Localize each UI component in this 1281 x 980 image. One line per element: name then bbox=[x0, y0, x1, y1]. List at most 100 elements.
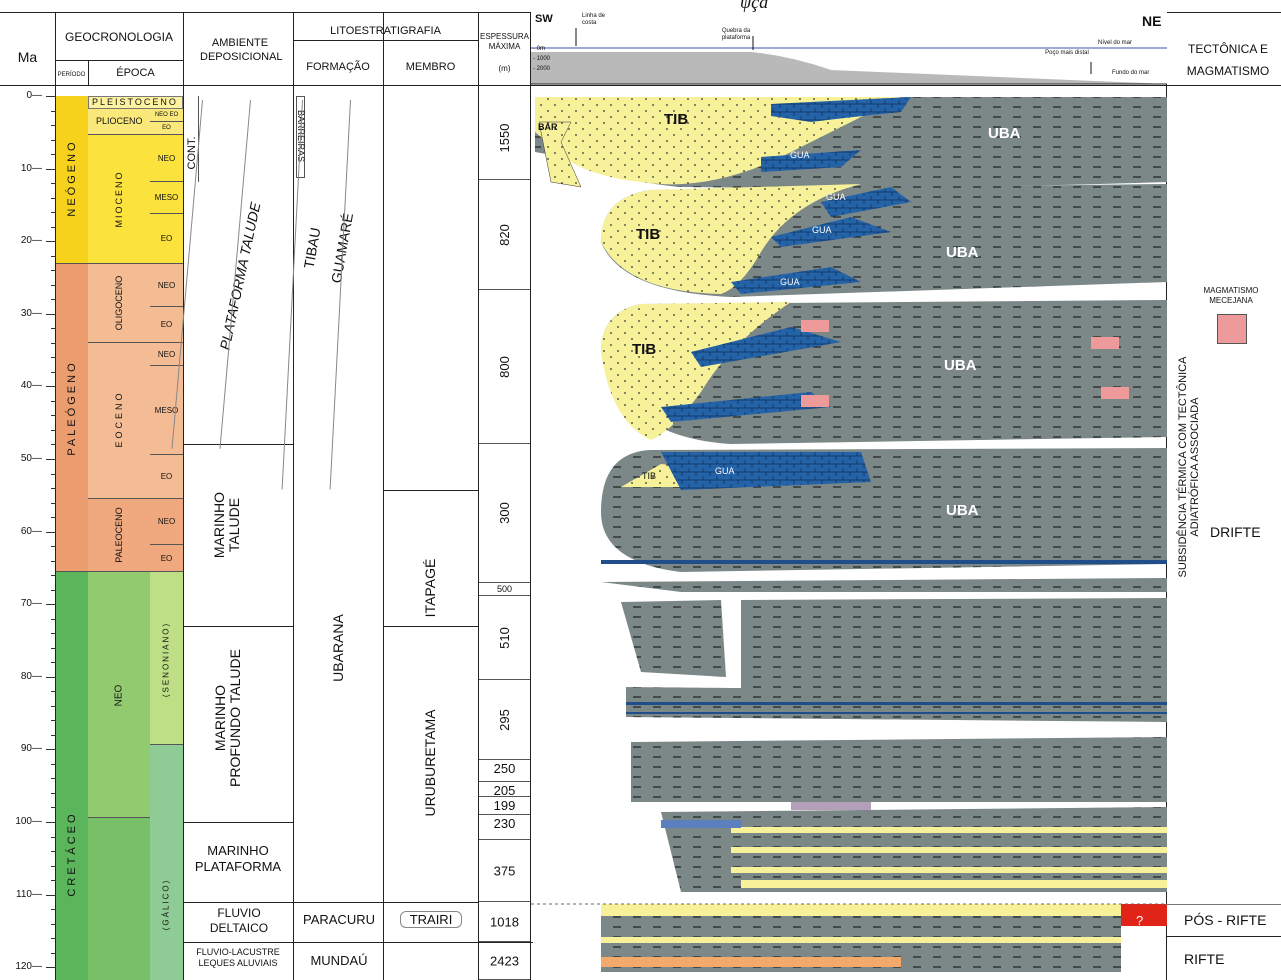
epoch-eo-cretaceo bbox=[88, 818, 150, 980]
sub-epoch-cell: EO bbox=[150, 545, 183, 572]
sub-epoch-cell: EO bbox=[150, 122, 183, 135]
formacao-ubarana: UBARANA bbox=[330, 614, 346, 682]
ma-minor-tick bbox=[51, 763, 56, 765]
tectonica-rifte: RIFTE bbox=[1184, 951, 1225, 967]
tectonica-subsidencia: SUBSIDÊNCIA TÉRMICA COM TECTÔNICA ADIATR… bbox=[1177, 356, 1201, 578]
section-quebra: Quebra da plataforma bbox=[721, 28, 751, 41]
header-tectonica: TECTÔNICA E MAGMATISMO bbox=[1186, 42, 1270, 78]
ma-minor-tick bbox=[51, 865, 56, 867]
label-gua-5: GUA bbox=[715, 466, 735, 476]
espessura-value: 510 bbox=[497, 626, 512, 649]
header-espessura: ESPESSURA MÁXIMA bbox=[480, 32, 529, 51]
espessura-cell: 500 bbox=[479, 583, 530, 596]
ma-minor-tick bbox=[51, 429, 56, 431]
section-depth-1000: - 1000 bbox=[533, 56, 551, 62]
label-tib-1: TIB bbox=[664, 111, 689, 128]
label-uba-2: UBA bbox=[946, 244, 979, 261]
unit-cretaceous bbox=[531, 578, 1167, 972]
espessura-cell: 1550 bbox=[479, 96, 530, 180]
ma-tick-label: 30— bbox=[20, 307, 42, 319]
ma-tick bbox=[46, 168, 56, 170]
ma-minor-tick bbox=[51, 473, 56, 475]
period-label-cretaceo: CRETÁCEO bbox=[66, 811, 78, 897]
label-tib-4: TIB bbox=[642, 471, 657, 481]
ma-minor-tick bbox=[51, 299, 56, 301]
ma-tick bbox=[46, 894, 56, 896]
section-sw: SW bbox=[535, 13, 553, 25]
ma-minor-tick bbox=[51, 909, 56, 911]
ma-minor-tick bbox=[51, 270, 56, 272]
section-poco: Poço mais distal bbox=[1045, 50, 1089, 56]
espessura-value: 295 bbox=[497, 708, 512, 731]
ma-tick-label: 70— bbox=[20, 598, 42, 610]
header-litoestratigrafia: LITOESTRATIGRAFIA bbox=[330, 25, 441, 37]
tectonica-drifte: DRIFTE bbox=[1210, 524, 1261, 540]
header-periodo: PERÍODO bbox=[57, 72, 86, 78]
section-fundo-mar: Fundo do mar bbox=[1112, 70, 1150, 76]
ma-tick bbox=[46, 96, 56, 97]
epoch-plioceno bbox=[88, 109, 150, 135]
ma-minor-tick bbox=[51, 154, 56, 156]
ma-tick-label: 120— bbox=[15, 961, 42, 973]
ma-minor-tick bbox=[51, 488, 56, 490]
ma-minor-tick bbox=[51, 792, 56, 794]
section-linha-costa: Linha de costa bbox=[582, 13, 606, 26]
ma-minor-tick bbox=[51, 560, 56, 562]
ma-minor-tick bbox=[51, 400, 56, 402]
period-label-neogeno: NEÓGENO bbox=[66, 139, 78, 217]
ma-tick bbox=[46, 531, 56, 533]
ma-minor-tick bbox=[51, 342, 56, 344]
ma-tick bbox=[46, 313, 56, 315]
ma-tick-label: 0— bbox=[26, 90, 42, 101]
espessura-cell: 295 bbox=[479, 680, 530, 760]
membro-uruburetama: URUBURETAMA bbox=[422, 709, 438, 817]
bathymetry-profile bbox=[531, 12, 1167, 85]
ma-minor-tick bbox=[51, 734, 56, 736]
ambiente-marinho-profundo: MARINHO PROFUNDO TALUDE bbox=[212, 649, 243, 787]
top-caption: ψçã bbox=[740, 0, 769, 12]
header-formacao: FORMAÇÃO bbox=[306, 61, 370, 73]
espessura-value: 205 bbox=[493, 783, 516, 798]
espessura-cell: 375 bbox=[479, 840, 530, 902]
label-tib-2: TIB bbox=[636, 226, 661, 243]
espessura-value: 199 bbox=[493, 798, 516, 813]
ma-minor-tick bbox=[51, 517, 56, 519]
ma-minor-tick bbox=[51, 139, 56, 141]
header-membro: MEMBRO bbox=[405, 61, 456, 73]
epoch-mioceno bbox=[88, 135, 150, 264]
espessura-value: 300 bbox=[497, 502, 512, 524]
ma-minor-tick bbox=[51, 851, 56, 853]
espessura-cell: 250 bbox=[479, 760, 530, 782]
ma-minor-tick bbox=[51, 720, 56, 722]
label-bar: BAR bbox=[538, 122, 558, 132]
section-ne: NE bbox=[1142, 13, 1162, 29]
ma-minor-tick bbox=[51, 255, 56, 257]
espessura-value: 820 bbox=[497, 223, 512, 246]
period-neogeno bbox=[56, 96, 88, 264]
epoch-paleoceno-label: PALEOCENO bbox=[114, 507, 124, 563]
espessura-cell: 230 bbox=[479, 815, 530, 840]
espessura-value: 800 bbox=[497, 355, 512, 378]
label-gua-2: GUA bbox=[826, 192, 846, 202]
ma-tick-label: 110— bbox=[16, 888, 42, 900]
tectonica-pos-rifte: PÓS - RIFTE bbox=[1184, 912, 1267, 928]
epoch-paleoceno bbox=[88, 499, 150, 572]
formacao-paracuru: PARACURU bbox=[303, 912, 375, 927]
ambiente-fluvio-deltaico: FLUVIO DELTAICO bbox=[209, 906, 269, 935]
sub-senoniano bbox=[150, 572, 183, 745]
espessura-cell: 820 bbox=[479, 180, 530, 290]
espessura-value: 2423 bbox=[490, 953, 519, 968]
sub-epoch-cell: MESO bbox=[150, 182, 183, 214]
label-gua-4: GUA bbox=[780, 277, 800, 287]
header-ma: Ma bbox=[17, 49, 38, 65]
ma-minor-tick bbox=[51, 328, 56, 330]
ma-tick-label: 50— bbox=[20, 453, 42, 464]
espessura-cell: 800 bbox=[479, 290, 530, 444]
ma-tick-label: 100— bbox=[15, 816, 42, 827]
label-gua-1: GUA bbox=[790, 150, 810, 160]
ma-minor-tick bbox=[51, 197, 56, 199]
espessura-cell: 2423 bbox=[479, 942, 530, 980]
period-cretaceo bbox=[56, 572, 88, 980]
espessura-value: 1550 bbox=[497, 123, 512, 152]
sub-galico-label: (GÁLICO) bbox=[161, 878, 171, 931]
